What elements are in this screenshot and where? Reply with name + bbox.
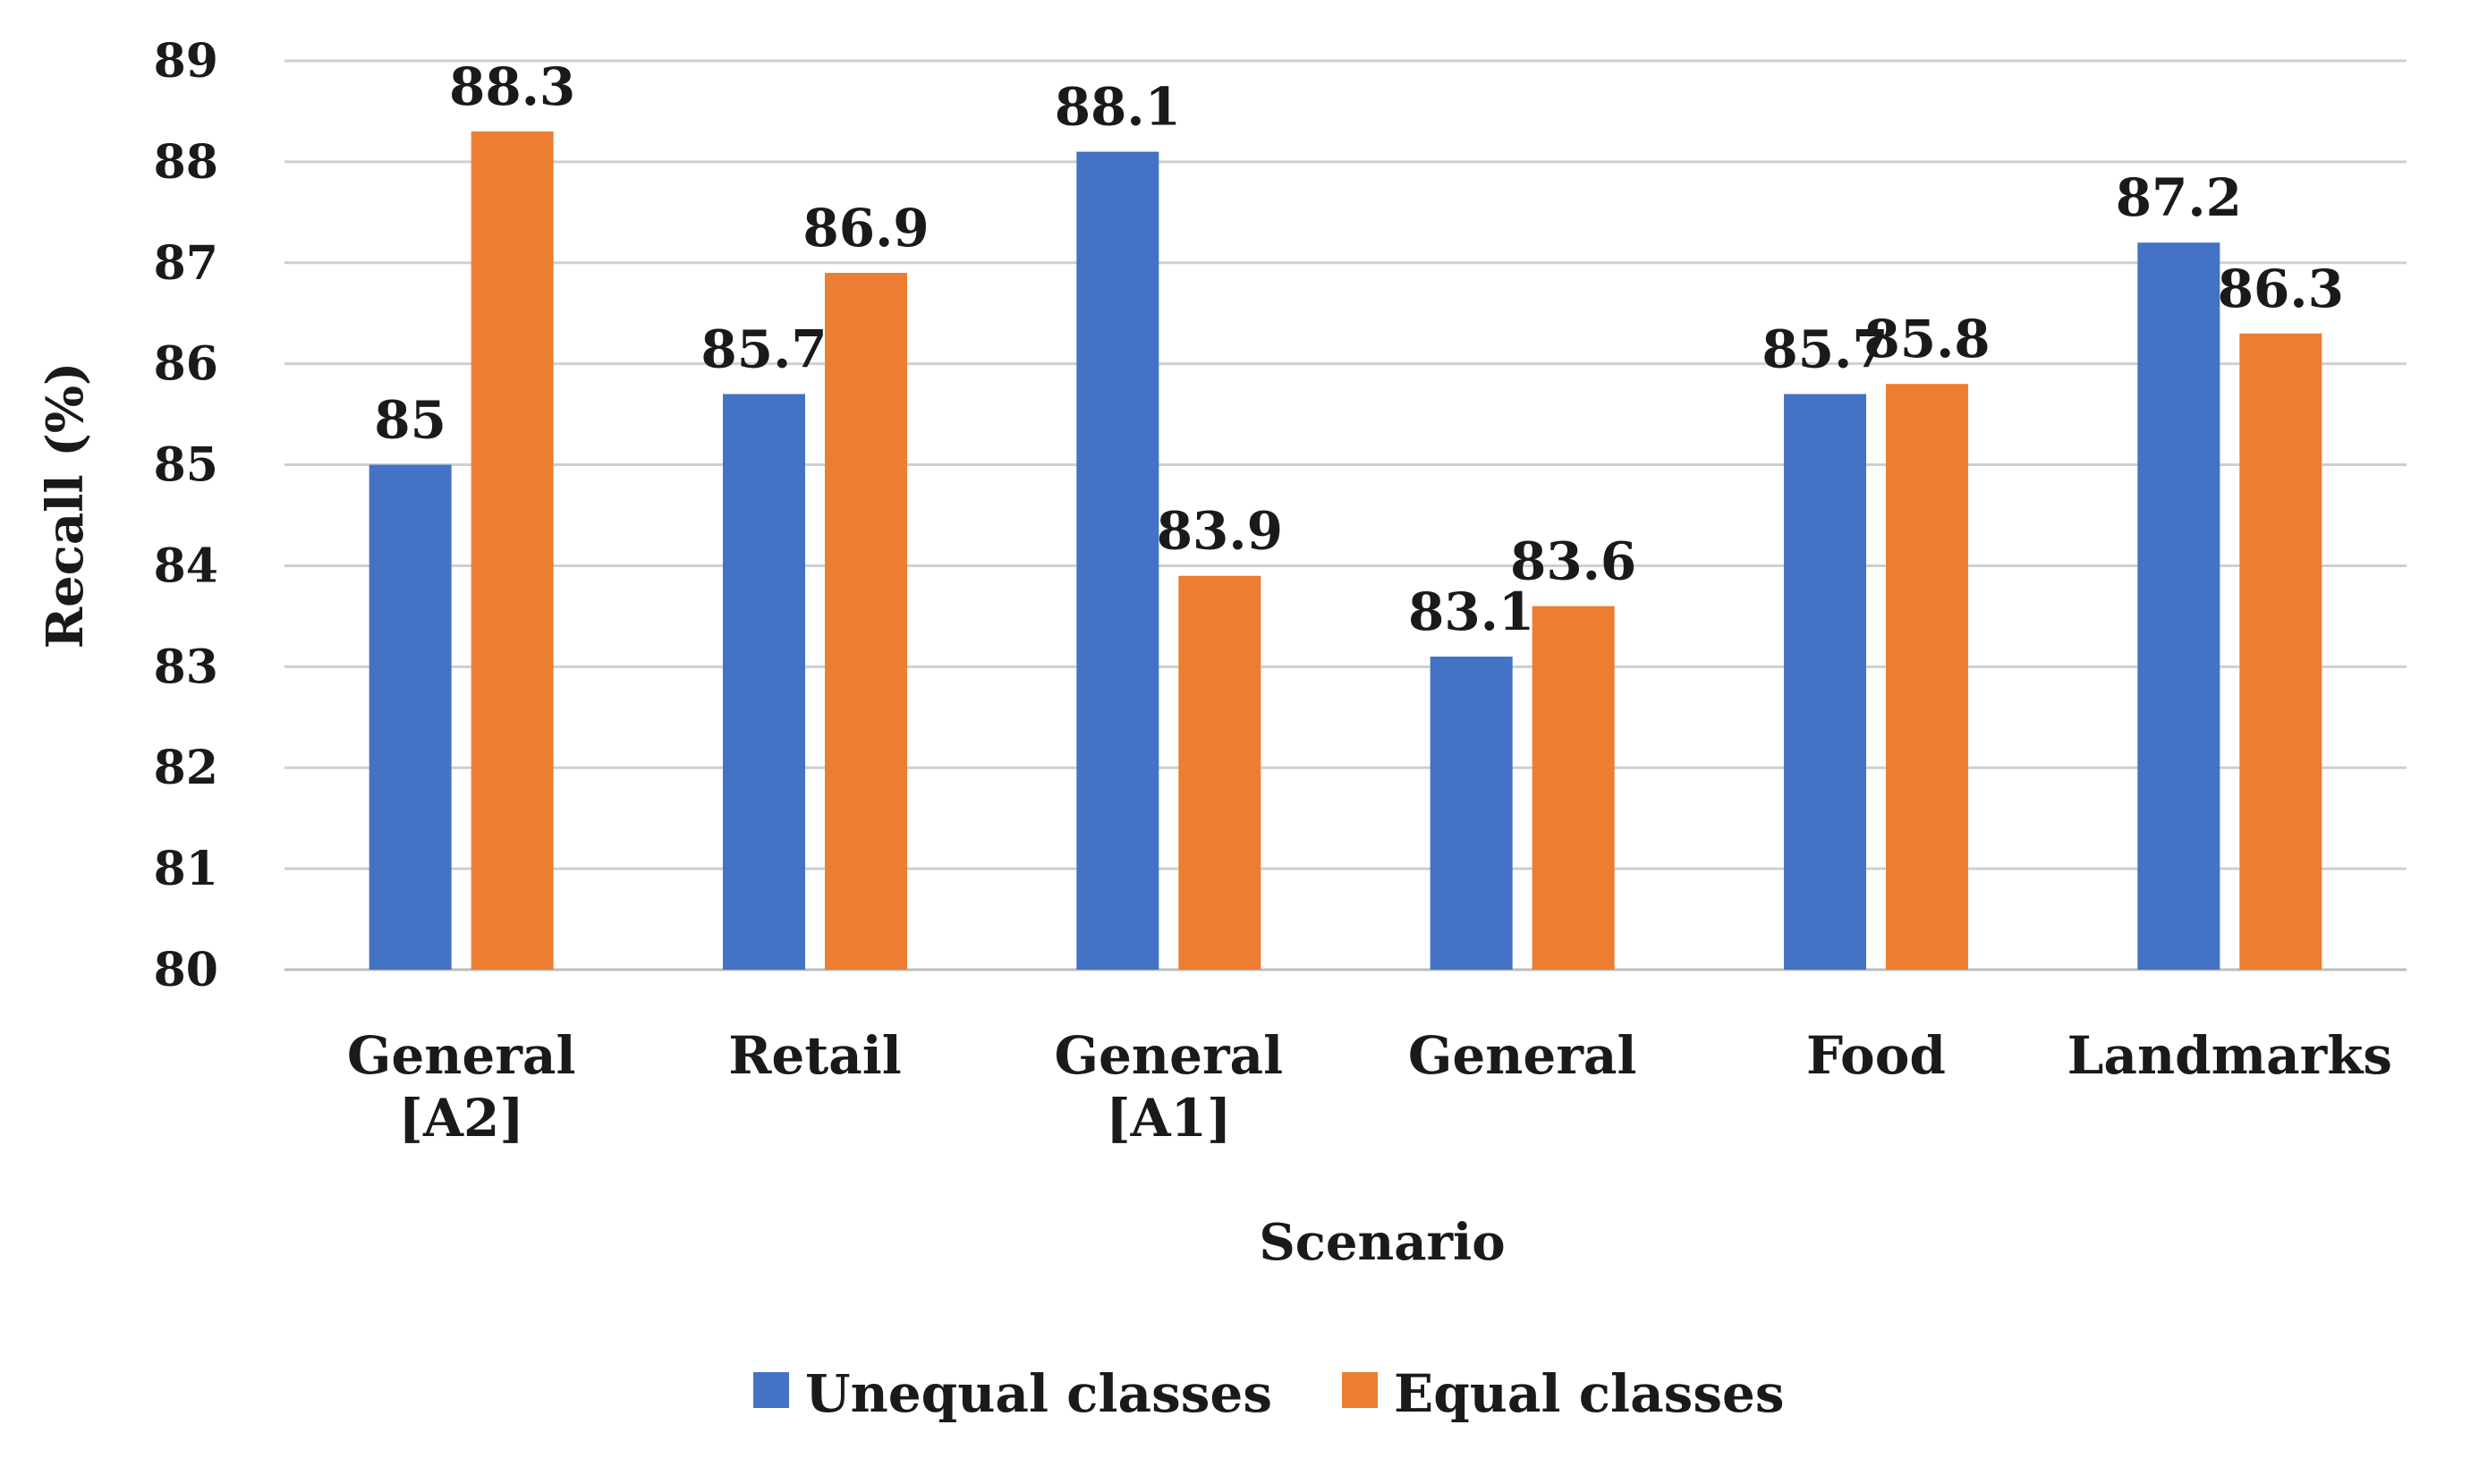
data-label-equal-classes-3: 83.9 bbox=[1157, 501, 1283, 562]
bar-equal-classes-4 bbox=[1532, 606, 1615, 970]
bar-equal-classes-3 bbox=[1178, 575, 1261, 970]
y-tick-label-88: 88 bbox=[154, 135, 218, 190]
data-label-equal-classes-1: 88.3 bbox=[449, 56, 575, 117]
data-label-unequal-classes-6: 87.2 bbox=[2116, 167, 2242, 228]
y-tick-label-81: 81 bbox=[154, 842, 218, 896]
legend-swatch-equal-classes bbox=[1342, 1372, 1378, 1408]
legend-label-equal-classes: Equal classes bbox=[1394, 1363, 1785, 1424]
legend-swatch-unequal-classes bbox=[753, 1372, 789, 1408]
x-axis-title: Scenario bbox=[1259, 1213, 1505, 1272]
y-tick-label-87: 87 bbox=[154, 236, 218, 291]
data-label-unequal-classes-2: 85.7 bbox=[700, 319, 827, 380]
x-axis-ticks: General [A2] Retail General [A1] General Food L… bbox=[347, 1025, 2392, 1149]
y-tick-label-86: 86 bbox=[154, 337, 218, 392]
data-label-equal-classes-6: 86.3 bbox=[2218, 259, 2344, 319]
x-tick-label-3-general-a1: General [A1] bbox=[1054, 1025, 1283, 1149]
y-tick-label-89: 89 bbox=[154, 34, 218, 89]
bar-unequal-classes-1 bbox=[369, 464, 452, 970]
bar-equal-classes-1 bbox=[471, 131, 554, 970]
bar-unequal-classes-6 bbox=[2137, 242, 2220, 970]
x-tick-label-1-general-a2: General [A2] bbox=[347, 1025, 576, 1149]
bar-equal-classes-2 bbox=[825, 273, 907, 971]
data-label-unequal-classes-5: 85.7 bbox=[1762, 319, 1888, 380]
data-label-unequal-classes-3: 88.1 bbox=[1055, 77, 1181, 138]
bar-equal-classes-5 bbox=[1886, 384, 1968, 970]
y-tick-label-82: 82 bbox=[154, 741, 218, 795]
data-label-equal-classes-2: 86.9 bbox=[802, 198, 929, 259]
y-tick-label-83: 83 bbox=[154, 640, 218, 694]
y-tick-label-84: 84 bbox=[154, 538, 218, 593]
bar-equal-classes-6 bbox=[2239, 333, 2322, 970]
y-tick-label-85: 85 bbox=[154, 438, 218, 493]
x-tick-label-4-general: General bbox=[1408, 1025, 1637, 1086]
data-label-unequal-classes-4: 83.1 bbox=[1408, 581, 1534, 642]
bar-unequal-classes-4 bbox=[1430, 657, 1513, 970]
y-axis-ticks: 80 81 82 83 84 85 86 87 88 89 bbox=[154, 34, 218, 997]
legend: Unequal classes Equal classes bbox=[753, 1363, 1785, 1424]
data-label-equal-classes-4: 83.6 bbox=[1510, 531, 1636, 592]
x-tick-label-5-food: Food bbox=[1806, 1025, 1946, 1086]
gridlines bbox=[284, 59, 2407, 971]
bar-unequal-classes-5 bbox=[1784, 394, 1866, 970]
data-label-unequal-classes-1: 85 bbox=[374, 390, 446, 451]
data-label-equal-classes-5: 85.8 bbox=[1863, 309, 1990, 369]
bars bbox=[369, 131, 2322, 971]
bar-unequal-classes-2 bbox=[723, 394, 805, 970]
bar-unequal-classes-3 bbox=[1076, 151, 1159, 971]
legend-label-unequal-classes: Unequal classes bbox=[805, 1363, 1272, 1424]
data-labels: 8588.385.786.988.183.983.183.685.785.887… bbox=[374, 56, 2344, 642]
y-axis-title: Recall (%) bbox=[36, 362, 95, 649]
x-tick-label-2-retail: Retail bbox=[728, 1025, 902, 1086]
y-tick-label-80: 80 bbox=[154, 943, 218, 997]
x-tick-label-6-landmarks: Landmarks bbox=[2067, 1025, 2392, 1086]
